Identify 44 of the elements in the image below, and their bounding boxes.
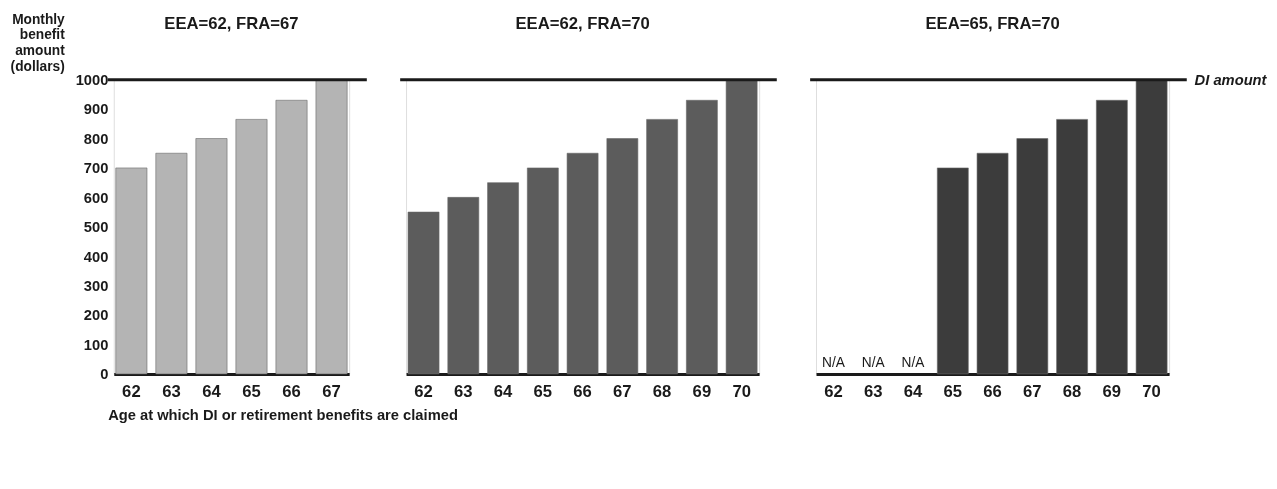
- x-tick-label: 67: [322, 381, 341, 401]
- x-tick-label: 68: [652, 381, 672, 401]
- x-tick-label: 62: [414, 381, 433, 401]
- x-tick-label: 70: [1142, 381, 1161, 401]
- x-tick-label: 67: [1023, 381, 1042, 401]
- y-tick-label: 100: [83, 336, 109, 353]
- x-tick-label: 63: [162, 381, 181, 401]
- x-tick-label: 64: [903, 381, 924, 401]
- y-tick-label: 200: [83, 307, 109, 324]
- y-tick-label: 400: [83, 248, 109, 265]
- x-tick-label: 69: [692, 381, 712, 401]
- text: N/A: [822, 355, 845, 371]
- text: N/A: [901, 355, 925, 371]
- chart-title: EEA=65, FRA=70: [925, 13, 1060, 33]
- x-tick-label: 69: [1102, 381, 1122, 401]
- y-tick-label: 300: [83, 278, 109, 295]
- x-tick-label: 65: [533, 381, 553, 401]
- x-tick-label: 65: [943, 381, 963, 401]
- x-tick-label: 66: [282, 381, 301, 401]
- x-tick-label: 63: [864, 381, 883, 401]
- y-axis-title: Monthly benefit amount (dollars): [10, 11, 66, 74]
- x-tick-label: 63: [454, 381, 473, 401]
- y-tick-label: 1000: [75, 72, 109, 89]
- x-tick-label: 68: [1062, 381, 1082, 401]
- y-tick-label: 700: [83, 160, 109, 177]
- x-tick-label: 67: [613, 381, 632, 401]
- chart-title: EEA=62, FRA=67: [164, 13, 299, 33]
- x-tick-label: 65: [242, 381, 261, 401]
- x-tick-label: 66: [983, 381, 1002, 401]
- ref-line-label: DI amount: [1194, 71, 1268, 88]
- x-tick-label: 64: [493, 381, 514, 401]
- text: N/A: [861, 355, 885, 371]
- x-tick-label: 62: [122, 381, 141, 401]
- y-tick-label: 600: [83, 189, 109, 206]
- x-tick-label: 64: [202, 381, 222, 401]
- y-tick-label: 800: [83, 130, 109, 147]
- y-tick-label: 500: [83, 219, 109, 236]
- y-tick-label: 900: [83, 101, 109, 118]
- y-tick-label: 0: [100, 366, 109, 383]
- x-axis-title: Age at which DI or retirement benefits are claimed: [108, 406, 458, 423]
- x-tick-label: 62: [824, 381, 843, 401]
- x-tick-label: 66: [573, 381, 592, 401]
- x-tick-label: 70: [732, 381, 751, 401]
- chart-title: EEA=62, FRA=70: [515, 13, 650, 33]
